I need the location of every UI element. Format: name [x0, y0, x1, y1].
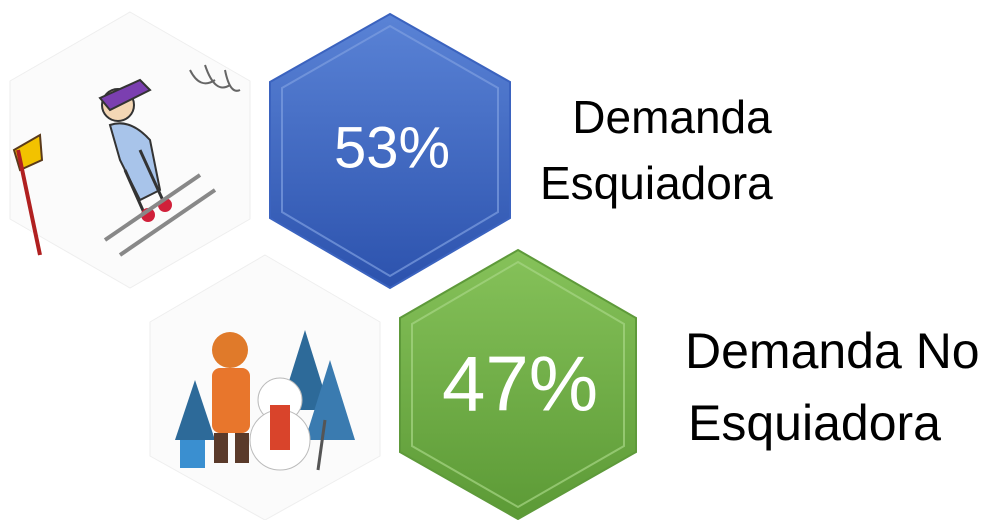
label-line: Demanda: [572, 91, 772, 143]
label-line: Esquiadora: [540, 157, 773, 209]
value-text: 53%: [334, 115, 450, 180]
label-line: Demanda No: [685, 323, 980, 379]
snowman-illustration: [150, 255, 380, 520]
skier-illustration: [10, 12, 250, 288]
value-text: 47%: [442, 340, 598, 428]
infographic: 53% Demanda Esquiadora 47% Demanda No Es…: [0, 0, 997, 520]
label-line: Esquiadora: [688, 395, 941, 451]
